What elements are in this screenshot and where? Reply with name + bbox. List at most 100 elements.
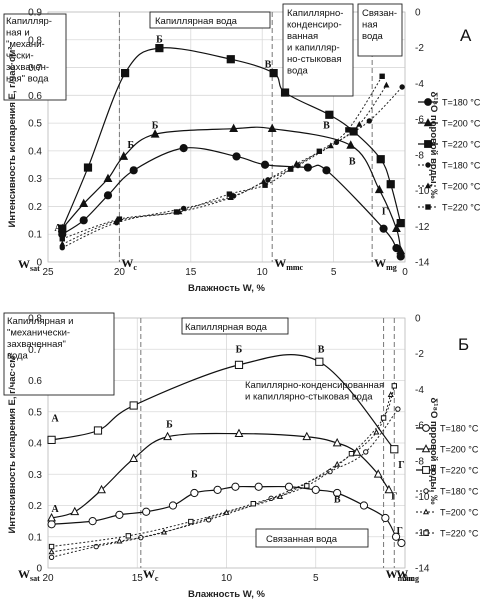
- curve-point-label: Б: [156, 34, 163, 45]
- w-mg-label: Wmg: [374, 256, 397, 272]
- curve-point-label: Г: [391, 491, 397, 502]
- evaporation-point: [234, 360, 244, 369]
- x-tick-label: 25: [42, 267, 54, 278]
- y2-tick-label: -14: [415, 564, 430, 575]
- isotope-point: [93, 543, 99, 550]
- x-tick-label: 10: [257, 267, 269, 278]
- region-label: захваченная": [7, 339, 66, 350]
- w-sat-label-sub: sat: [30, 264, 40, 273]
- region-label: Капиллярная вода: [185, 322, 268, 333]
- legend-marker: [422, 508, 430, 515]
- evaporation-point: [311, 485, 320, 494]
- y-tick-label: 0.3: [28, 174, 42, 185]
- evaporation-point: [163, 431, 173, 441]
- evaporation-point: [267, 123, 277, 133]
- evaporation-point: [79, 216, 88, 225]
- legend-marker: [422, 466, 430, 474]
- region-label: ная" вода: [6, 74, 49, 85]
- y-tick-label: 0.7: [28, 63, 42, 74]
- x-tick-label: 5: [331, 267, 337, 278]
- y-tick-label: 0.8: [28, 314, 42, 325]
- evaporation-point: [119, 151, 129, 160]
- y2-axis-label: δ¹⁸O поровой воды, ‰: [428, 398, 439, 505]
- x-tick-label: 15: [185, 267, 197, 278]
- curve-point-label: В: [265, 59, 272, 70]
- w-sat-label: Wsat: [18, 257, 40, 273]
- evaporation-point: [381, 513, 390, 523]
- x-tick-label: 20: [42, 573, 54, 584]
- isotope-point: [205, 517, 212, 523]
- region-label: Капиллярно-конденсированная: [245, 380, 384, 391]
- evaporation-point: [379, 224, 388, 233]
- isotope-point: [383, 81, 390, 88]
- y-tick-label: 0.3: [28, 470, 42, 481]
- y-tick-label: 0.5: [28, 407, 42, 418]
- isotope-point: [327, 142, 334, 149]
- region-label: ная и: [6, 28, 30, 39]
- y-tick-label: 0.5: [28, 119, 42, 130]
- region-label: вода: [362, 31, 384, 42]
- w-sat-label: Wsat: [18, 567, 40, 583]
- region-label: и капиллярно-стыковая вода: [245, 392, 373, 403]
- legend-marker: [425, 204, 431, 210]
- chart-panel-a: Капилляр-ная и"механи-чески-захвачен-ная…: [3, 3, 481, 294]
- y2-tick-label: -8: [415, 150, 424, 161]
- evaporation-point: [155, 44, 164, 53]
- evaporation-point: [284, 482, 294, 491]
- evaporation-point: [386, 180, 395, 189]
- evaporation-point: [142, 507, 151, 516]
- y-tick-label: 0.2: [28, 501, 42, 512]
- isotope-point: [356, 121, 363, 127]
- evaporation-point: [332, 437, 342, 447]
- w-mmc-label-main: W: [274, 256, 286, 270]
- region-label: ванная: [287, 31, 318, 42]
- legend-label: T=180 °C: [440, 487, 479, 497]
- legend-label: T=180 °C: [440, 424, 479, 434]
- region-label: захвачен-: [6, 62, 49, 73]
- evaporation-point: [232, 152, 241, 161]
- evaporation-point: [396, 219, 405, 228]
- isotope-point: [125, 533, 132, 539]
- evaporation-point: [179, 144, 188, 153]
- y-tick-label: 0.2: [28, 202, 42, 213]
- evaporation-point: [303, 163, 312, 172]
- isotope-point: [316, 148, 323, 154]
- evaporation-point: [168, 501, 178, 510]
- w-sat-label-main: W: [18, 567, 30, 581]
- evaporation-point: [88, 517, 97, 526]
- y2-tick-label: -6: [415, 421, 424, 432]
- evaporation-point: [260, 160, 270, 169]
- evaporation-point: [103, 191, 113, 200]
- y-tick-label: 0.6: [28, 376, 42, 387]
- isotope-point: [173, 209, 180, 215]
- evaporation-point: [376, 155, 385, 164]
- y2-tick-label: -10: [415, 186, 430, 197]
- region-box: [357, 3, 403, 57]
- region-label: Капиллярная вода: [155, 16, 238, 27]
- legend-marker: [425, 162, 431, 168]
- region-box: [255, 528, 369, 548]
- evaporation-point: [349, 127, 358, 136]
- y-tick-label: 0: [36, 564, 42, 575]
- y2-tick-label: 0: [415, 314, 421, 325]
- y2-tick-label: -4: [415, 385, 424, 396]
- curve-point-label: Г: [382, 207, 388, 218]
- y-tick-label: 0.4: [28, 439, 42, 450]
- isotope-point: [116, 537, 123, 544]
- isotope-point: [380, 415, 387, 421]
- curve-point-label: А: [52, 504, 60, 515]
- x-tick-label: 15: [132, 573, 144, 584]
- evaporation-point: [346, 140, 356, 149]
- legend-label: T=220 °C: [440, 466, 479, 476]
- y2-tick-label: -14: [415, 258, 430, 269]
- region-label: вода: [287, 66, 309, 77]
- y2-tick-label: 0: [415, 8, 421, 19]
- legend-marker: [424, 182, 432, 189]
- w-mmc-label-sub: mmc: [286, 263, 303, 272]
- evaporation-point: [47, 435, 56, 444]
- legend-label: T=220 °C: [442, 140, 481, 150]
- region-box: [3, 312, 115, 396]
- evaporation-point: [391, 532, 401, 541]
- evaporation-point: [322, 166, 331, 175]
- isotope-point: [395, 406, 401, 412]
